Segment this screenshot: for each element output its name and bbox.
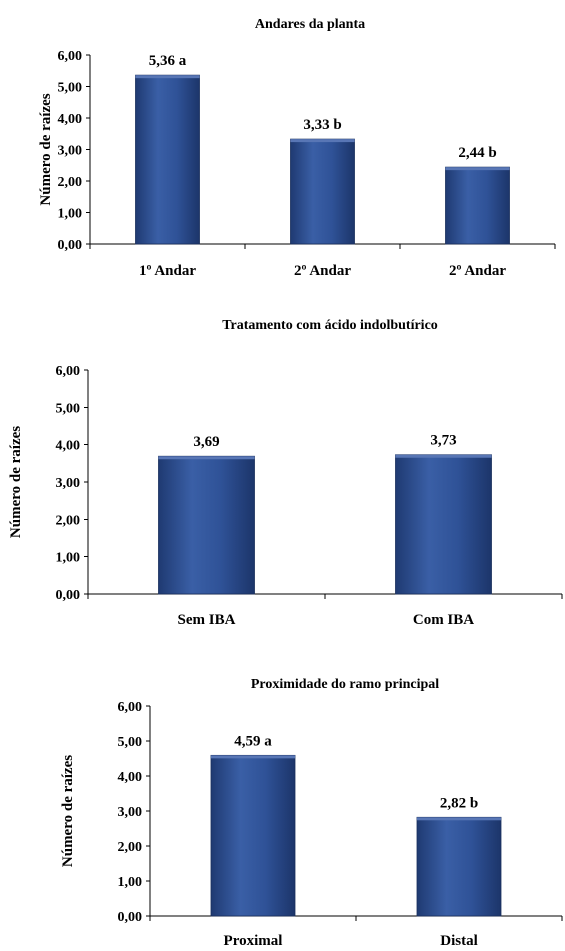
bar-1 — [135, 74, 200, 245]
bar-top-highlight — [158, 456, 255, 460]
y-tick-label: 2,00 — [56, 513, 81, 528]
data-label: 2,82 b — [440, 795, 478, 811]
chart-2: Tratamento com ácido indolbutírico Número… — [8, 318, 563, 628]
bar-2 — [290, 138, 355, 245]
data-label: 3,73 — [430, 433, 456, 449]
data-label: 5,36 a — [149, 53, 187, 69]
y-tick-label: 4,00 — [58, 112, 83, 127]
y-tick-label: 5,00 — [58, 81, 83, 96]
bar-top-highlight — [395, 454, 492, 458]
data-label: 2,44 b — [458, 145, 496, 161]
y-tick-label: 3,00 — [58, 144, 83, 159]
category-label: Proximal — [224, 933, 283, 949]
y-tick-label: 4,00 — [118, 770, 143, 785]
data-label: 3,33 b — [303, 117, 341, 133]
y-tick-label: 6,00 — [56, 364, 81, 379]
chart-title: Proximidade do ramo principal — [251, 677, 439, 692]
bar-3 — [445, 166, 510, 245]
y-tick-label: 3,00 — [56, 476, 81, 491]
bar-top-highlight — [290, 139, 355, 143]
y-axis-label: Número de raízes — [38, 93, 54, 205]
category-label: 2º Andar — [449, 263, 506, 279]
y-tick-label: 1,00 — [56, 551, 81, 566]
bar-1 — [158, 455, 255, 595]
category-label: Distal — [440, 933, 478, 949]
chart-title: Andares da planta — [255, 17, 365, 32]
bar-top-highlight — [417, 817, 501, 821]
category-label: 2º Andar — [294, 263, 351, 279]
y-tick-label: 0,00 — [118, 910, 143, 925]
y-axis-label: Número de raízes — [60, 755, 76, 867]
y-tick-label: 2,00 — [58, 175, 83, 190]
bar-top-highlight — [211, 755, 295, 759]
bar-2 — [416, 816, 502, 917]
bar-top-highlight — [135, 75, 200, 79]
category-label: Com IBA — [413, 612, 474, 628]
y-tick-label: 5,00 — [56, 401, 81, 416]
y-tick-label: 0,00 — [58, 238, 83, 253]
y-axis-label: Número de raízes — [8, 426, 24, 538]
bar-top-highlight — [445, 167, 510, 171]
data-label: 4,59 a — [234, 733, 272, 749]
category-label: Sem IBA — [178, 612, 236, 628]
y-tick-label: 3,00 — [118, 805, 143, 820]
y-tick-label: 1,00 — [118, 875, 143, 890]
chart-title: Tratamento com ácido indolbutírico — [222, 318, 438, 333]
y-tick-label: 6,00 — [118, 700, 143, 715]
y-tick-label: 0,00 — [56, 588, 81, 603]
y-tick-label: 4,00 — [56, 439, 81, 454]
bar-1 — [210, 754, 296, 917]
chart-1: Andares da planta Número de raízes 0,00 1,0… — [38, 17, 556, 279]
chart-3: Proximidade do ramo principal Número de r… — [60, 677, 563, 949]
data-label: 3,69 — [193, 434, 219, 450]
category-label: 1º Andar — [139, 263, 196, 279]
y-tick-label: 2,00 — [118, 840, 143, 855]
y-tick-label: 6,00 — [58, 49, 83, 64]
bar-2 — [395, 454, 492, 595]
y-tick-label: 5,00 — [118, 735, 143, 750]
y-tick-label: 1,00 — [58, 207, 83, 222]
